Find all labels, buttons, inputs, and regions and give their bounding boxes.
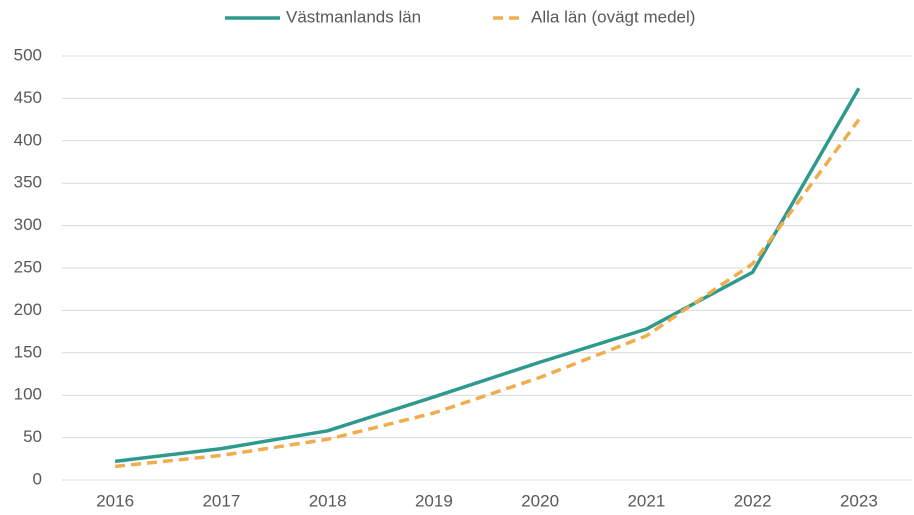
x-tick-label: 2021 — [627, 491, 665, 510]
x-tick-label: 2022 — [734, 491, 772, 510]
y-tick-label: 350 — [14, 173, 42, 192]
x-tick-label: 2020 — [521, 491, 559, 510]
x-tick-label: 2017 — [202, 491, 240, 510]
legend-label: Alla län (ovägt medel) — [531, 7, 695, 26]
y-tick-label: 150 — [14, 342, 42, 361]
y-tick-label: 250 — [14, 257, 42, 276]
x-tick-label: 2016 — [96, 491, 134, 510]
y-tick-label: 50 — [23, 427, 42, 446]
y-tick-label: 300 — [14, 215, 42, 234]
y-tick-label: 100 — [14, 385, 42, 404]
x-tick-label: 2023 — [840, 491, 878, 510]
x-tick-label: 2019 — [415, 491, 453, 510]
series-line — [114, 87, 861, 464]
y-tick-label: 400 — [14, 130, 42, 149]
legend-label: Västmanlands län — [286, 7, 421, 26]
x-tick-label: 2018 — [309, 491, 347, 510]
y-tick-label: 500 — [14, 45, 42, 64]
series-line — [114, 118, 861, 469]
y-tick-label: 450 — [14, 88, 42, 107]
y-tick-label: 200 — [14, 300, 42, 319]
y-tick-label: 0 — [33, 469, 42, 488]
